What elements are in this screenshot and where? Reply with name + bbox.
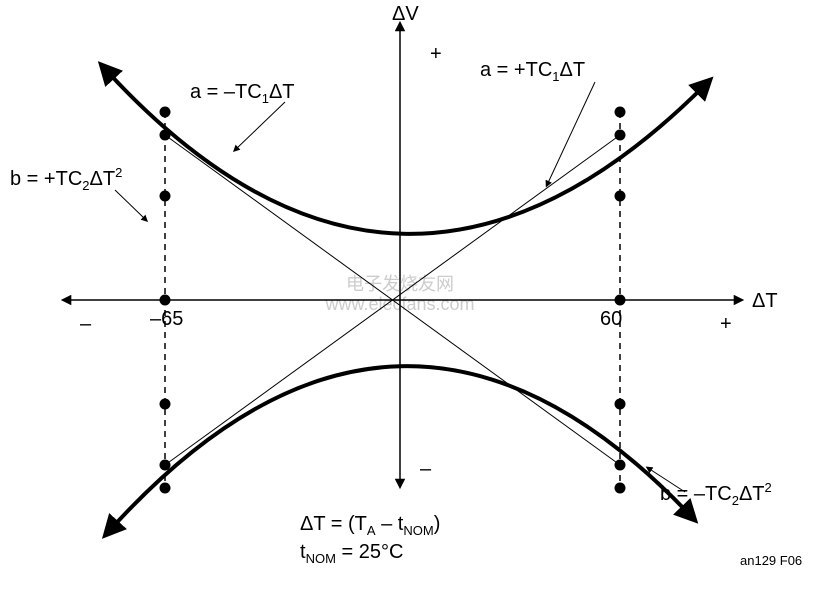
dot	[160, 460, 171, 471]
leader-a-pos	[547, 82, 595, 185]
label-b-neg: b = –TC2ΔT2	[660, 480, 772, 508]
dot	[160, 399, 171, 410]
dot	[615, 191, 626, 202]
x-plus: +	[720, 313, 732, 335]
equation-2: tNOM = 25°C	[300, 541, 403, 566]
figure-ref: an129 F06	[740, 553, 802, 568]
y-plus: +	[430, 43, 442, 65]
dot	[615, 399, 626, 410]
label-b-pos: b = +TC2ΔT2	[10, 165, 122, 193]
tick-left-label: –65	[150, 308, 183, 330]
y-axis-label: ΔV	[392, 3, 419, 25]
tick-right-label: 60	[600, 308, 622, 330]
y-minus: –	[420, 458, 432, 480]
dot	[615, 107, 626, 118]
dot	[160, 295, 171, 306]
label-a-neg: a = –TC1ΔT	[190, 81, 295, 106]
x-axis-label: ΔT	[752, 290, 778, 312]
leader-a-neg	[235, 102, 285, 150]
leader-b-pos	[115, 190, 146, 220]
x-minus: –	[80, 313, 92, 335]
dot	[160, 191, 171, 202]
dot	[160, 130, 171, 141]
dot	[615, 295, 626, 306]
dot	[160, 483, 171, 494]
dot	[615, 130, 626, 141]
label-a-pos: a = +TC1ΔT	[480, 59, 585, 84]
dot	[160, 107, 171, 118]
dot	[615, 460, 626, 471]
dot	[615, 483, 626, 494]
equation-1: ΔT = (TA – tNOM)	[300, 513, 440, 538]
